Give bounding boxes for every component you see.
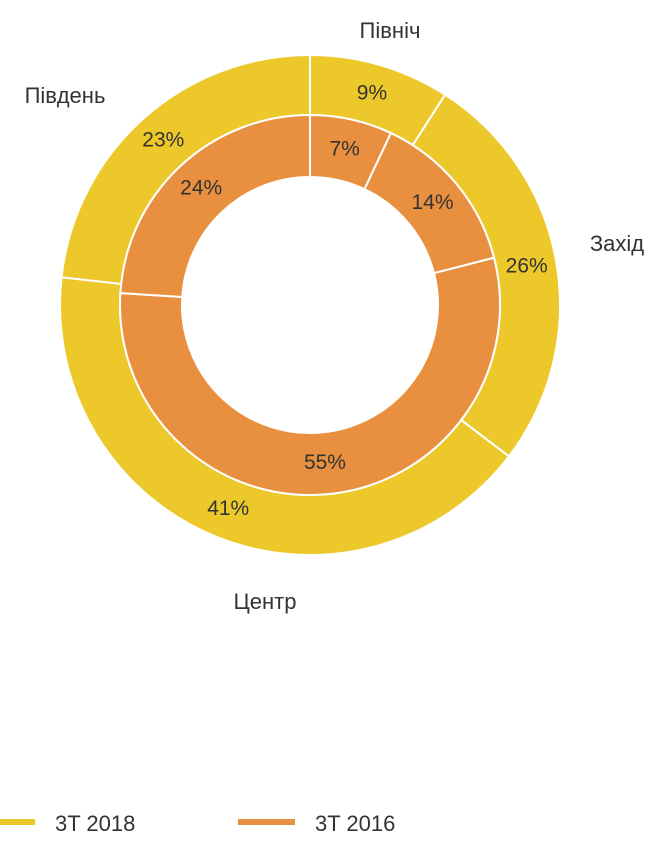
data-label: 41% bbox=[207, 497, 249, 520]
legend-label: 3T 2016 bbox=[315, 811, 395, 836]
data-label: 26% bbox=[506, 254, 548, 277]
category-label: Південь bbox=[25, 83, 106, 108]
data-label: 7% bbox=[330, 137, 360, 160]
donut-segment bbox=[119, 256, 501, 496]
data-label: 24% bbox=[180, 177, 222, 200]
category-label: Північ bbox=[360, 18, 421, 43]
legend-label: 3T 2018 bbox=[55, 811, 135, 836]
data-label: 23% bbox=[142, 129, 184, 152]
data-label: 14% bbox=[411, 191, 453, 214]
data-label: 55% bbox=[304, 451, 346, 474]
category-label: Захід bbox=[590, 231, 644, 256]
data-label: 9% bbox=[357, 81, 387, 104]
category-label: Центр bbox=[234, 589, 297, 614]
donut-segment bbox=[119, 113, 311, 299]
